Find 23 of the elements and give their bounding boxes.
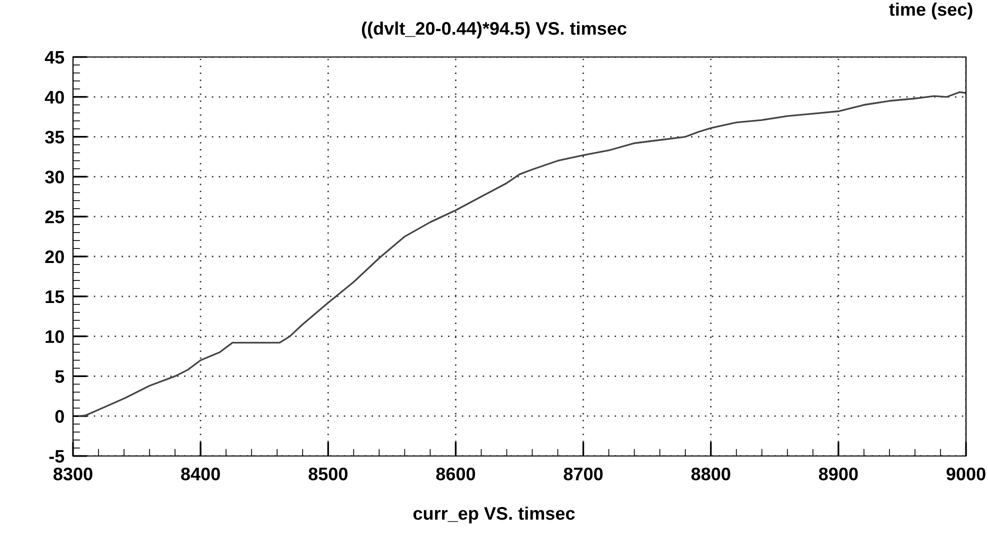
y-tick-label: 20 xyxy=(45,250,64,264)
x-tick-label: 8300 xyxy=(53,468,92,480)
y-tick-label: 5 xyxy=(55,370,64,383)
x-tick-label: 8600 xyxy=(436,468,476,480)
y-tick-label: 15 xyxy=(46,290,64,304)
text: time (sec) xyxy=(889,2,972,20)
y-tick-label: 35 xyxy=(45,130,64,144)
x-tick-label: 8700 xyxy=(564,468,603,480)
x-tick-label: 9000 xyxy=(946,468,986,480)
text: curr_ep VS. timsec xyxy=(413,506,575,524)
x-tick-label: 8900 xyxy=(818,468,858,480)
x-tick-label: 8500 xyxy=(308,468,348,480)
y-tick-label: 30 xyxy=(45,170,64,184)
y-tick-label: 25 xyxy=(45,210,64,224)
x-tick-label: 8800 xyxy=(691,468,730,480)
y-tick-label: 0 xyxy=(55,410,64,423)
y-tick-label: -5 xyxy=(49,450,64,463)
chart-title: ((dvlt_20-0.44)*94.5) VS. timsec xyxy=(362,22,626,38)
y-tick-label: 40 xyxy=(44,90,64,104)
line-series xyxy=(78,91,966,417)
y-tick-label: 10 xyxy=(46,330,64,344)
y-tick-label: 45 xyxy=(44,51,64,64)
x-tick-label: 8400 xyxy=(181,468,220,480)
